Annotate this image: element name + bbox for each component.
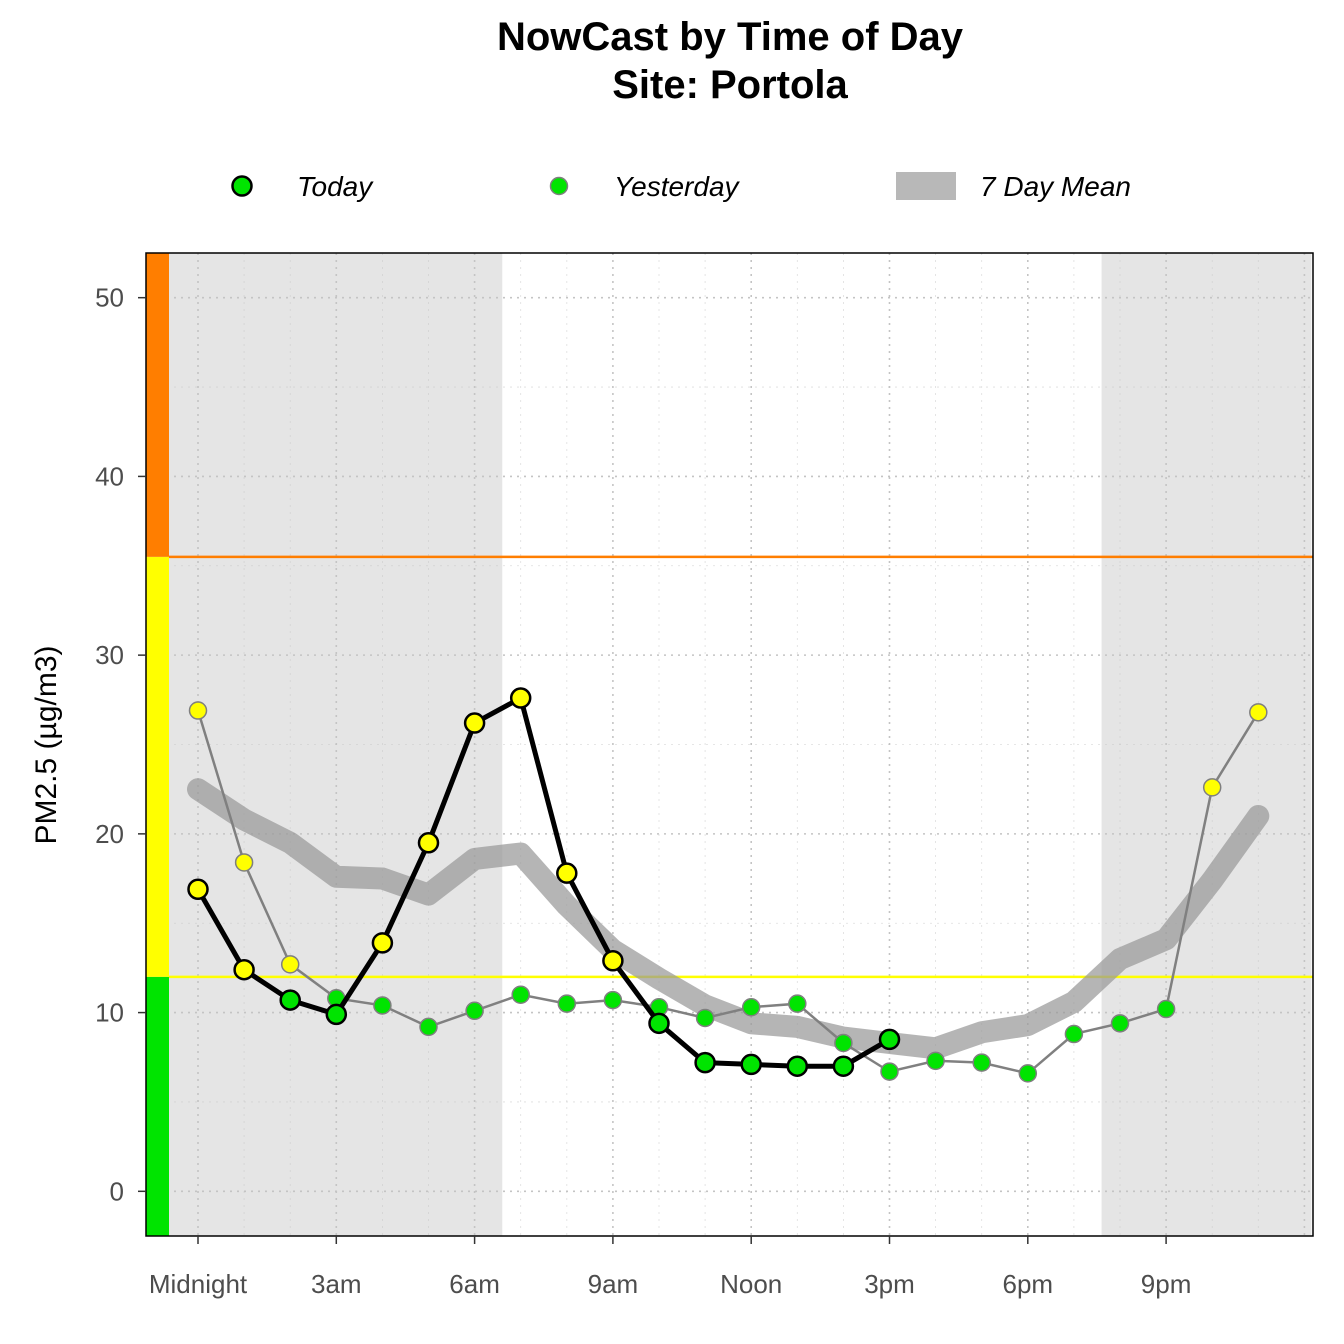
y-axis-label: PM2.5 (µg/m3)	[30, 646, 63, 845]
yesterday-point	[926, 1051, 945, 1071]
legend-label: Yesterday	[614, 171, 741, 202]
yesterday-point	[1156, 999, 1176, 1019]
yesterday-point	[419, 1017, 438, 1037]
today-point	[509, 687, 532, 709]
yesterday-point	[1018, 1064, 1038, 1083]
yesterday-point	[788, 994, 807, 1013]
today-point	[878, 1028, 901, 1051]
legend-label: 7 Day Mean	[980, 171, 1131, 202]
legend-item-7-day-mean: 7 Day Mean	[896, 171, 1131, 202]
today-point	[556, 862, 578, 884]
yesterday-point	[880, 1062, 899, 1081]
yesterday-point	[511, 985, 530, 1004]
series-7-day-mean-line	[187, 778, 1270, 1060]
legend-key-band	[896, 172, 956, 200]
yesterday-point	[695, 1008, 715, 1028]
x-tick-label: Midnight	[149, 1269, 248, 1299]
today-point	[417, 832, 440, 854]
y-tick-label: 50	[95, 283, 124, 313]
y-tick-label: 40	[95, 461, 124, 491]
legend-key-point	[231, 175, 253, 197]
legend-item-today: Today	[231, 171, 374, 202]
today-point	[187, 878, 209, 901]
today-point	[233, 958, 255, 981]
aqi-band-2	[146, 253, 169, 557]
chart-title: NowCast by Time of Day	[497, 15, 964, 59]
yesterday-point	[465, 1001, 484, 1021]
night-shading-1	[1101, 253, 1312, 1236]
today-point	[325, 1003, 348, 1026]
yesterday-point	[1110, 1014, 1130, 1033]
yesterday-point	[603, 990, 623, 1010]
series-today-line	[195, 695, 891, 1069]
yesterday-point	[1064, 1024, 1084, 1044]
legend-label: Today	[297, 171, 374, 202]
legend: Today Yesterday 7 Day Mean	[231, 171, 1131, 202]
yesterday-point	[972, 1053, 991, 1072]
y-tick-label: 30	[95, 640, 124, 670]
today-point	[694, 1051, 716, 1074]
yesterday-point	[280, 955, 300, 974]
today-point	[463, 712, 486, 734]
today-point	[648, 1012, 670, 1035]
x-tick-label: Noon	[720, 1269, 782, 1299]
aqi-band-0	[146, 976, 169, 1236]
yesterday-point	[234, 853, 254, 872]
x-tick-label: 9pm	[1141, 1269, 1192, 1299]
x-tick-label: 3am	[311, 1269, 362, 1299]
today-point	[786, 1055, 809, 1077]
plot-area: 0 10 20 30 40 50 Midnight 3am 6am 9am Noon 3pm 6pm 9p…	[95, 252, 1314, 1299]
yesterday-point	[834, 1033, 853, 1053]
x-tick-label: 6pm	[1003, 1269, 1054, 1299]
today-point	[279, 989, 301, 1011]
x-tick-label: 6am	[449, 1269, 500, 1299]
yesterday-point	[188, 701, 208, 720]
panel-border	[145, 252, 1314, 1237]
today-point	[740, 1053, 762, 1076]
legend-key-point	[549, 176, 569, 196]
yesterday-point	[557, 994, 577, 1013]
today-point	[371, 932, 394, 954]
chart-subtitle: Site: Portola	[612, 63, 848, 107]
yesterday-point	[1202, 778, 1222, 797]
yesterday-point	[373, 996, 392, 1015]
x-tick-label: 3pm	[864, 1269, 915, 1299]
legend-item-yesterday: Yesterday	[549, 171, 741, 202]
night-shading-0	[146, 253, 503, 1236]
y-tick-label: 10	[95, 998, 124, 1028]
aqi-band-1	[146, 556, 169, 977]
yesterday-point	[741, 997, 761, 1017]
yesterday-point	[1249, 703, 1268, 722]
y-tick-label: 20	[95, 819, 124, 849]
x-tick-label: 9am	[588, 1269, 639, 1299]
today-point	[832, 1055, 855, 1077]
today-point	[602, 950, 624, 972]
y-tick-label: 0	[110, 1176, 124, 1206]
